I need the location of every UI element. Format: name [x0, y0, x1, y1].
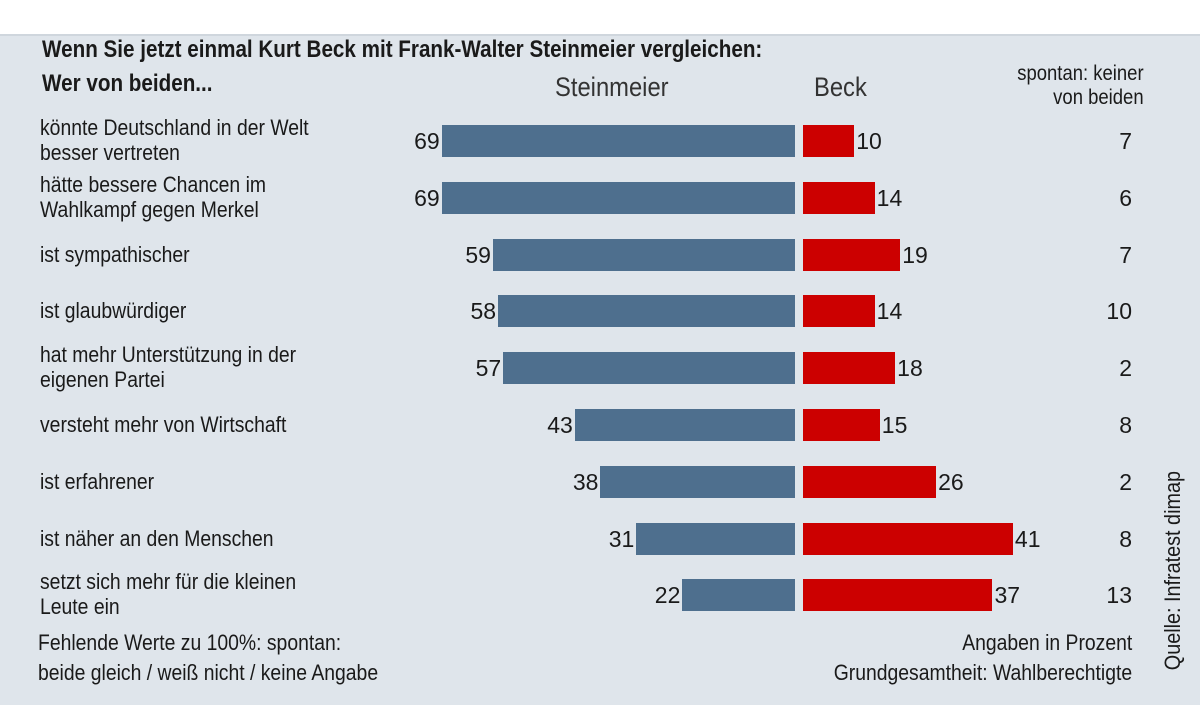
footer-missing: Fehlende Werte zu 100%: spontan:: [38, 630, 342, 655]
header-none-line-2: von beiden: [1053, 86, 1144, 109]
value-beck: 14: [876, 184, 903, 211]
category-label: hat mehr Unterstützung in der eigenen Par…: [40, 342, 296, 392]
category-label: ist glaubwürdiger: [40, 298, 186, 323]
category-label-line: ist sympathischer: [40, 241, 190, 267]
category-label-line: eigenen Partei: [40, 367, 165, 393]
value-steinmeier: 31: [608, 525, 635, 552]
bar-steinmeier: [441, 181, 795, 214]
header-none: spontan: keiner von beiden: [1018, 62, 1144, 110]
bar-beck: [803, 125, 855, 157]
value-beck: 10: [856, 128, 882, 154]
header-steinmeier: Steinmeier: [555, 72, 669, 102]
bar-steinmeier: [574, 409, 795, 441]
value-none: 7: [1119, 241, 1132, 268]
bar-steinmeier: [498, 295, 795, 328]
value-beck: 19: [902, 241, 928, 268]
category-label: ist sympathischer: [40, 242, 190, 267]
bar-beck: [803, 295, 875, 328]
bar-steinmeier: [503, 352, 795, 385]
category-label-line: besser vertreten: [40, 140, 180, 165]
bar-beck: [803, 409, 880, 441]
category-label-line: könnte Deutschland in der Welt: [40, 115, 309, 140]
value-beck: 18: [897, 355, 923, 382]
category-label-line: ist näher an den Menschen: [40, 525, 274, 551]
bar-beck: [803, 352, 896, 385]
value-none: 6: [1119, 184, 1132, 211]
value-none: 8: [1119, 525, 1132, 552]
category-label: versteht mehr von Wirtschaft: [40, 412, 286, 437]
value-none: 7: [1119, 128, 1132, 154]
category-label: hätte bessere Chancen im Wahlkampf gegen …: [40, 172, 266, 222]
value-steinmeier: 69: [414, 184, 440, 211]
header-none-line-1: spontan: keiner: [1017, 62, 1144, 85]
question-line-1: Wenn Sie jetzt einmal Kurt Beck mit Fran…: [42, 36, 763, 63]
top-band: [0, 0, 1200, 36]
value-steinmeier: 59: [465, 241, 491, 268]
value-none: 10: [1106, 298, 1132, 325]
question-line-2: Wer von beiden...: [42, 70, 213, 97]
value-steinmeier: 22: [654, 582, 681, 609]
value-beck: 26: [938, 468, 964, 495]
value-beck: 37: [994, 582, 1021, 609]
category-label-line: hätte bessere Chancen im: [40, 171, 267, 197]
value-beck: 15: [881, 412, 908, 438]
value-steinmeier: 43: [547, 412, 573, 438]
value-none: 2: [1119, 355, 1132, 382]
value-none: 13: [1106, 582, 1132, 609]
footer-population: Grundgesamtheit: Wahlberechtigte: [833, 660, 1132, 685]
bar-steinmeier: [636, 522, 795, 555]
value-steinmeier: 38: [572, 468, 599, 495]
bar-steinmeier: [492, 238, 795, 271]
category-label-line: versteht mehr von Wirtschaft: [40, 412, 287, 437]
value-steinmeier: 69: [414, 128, 440, 154]
bar-beck: [803, 465, 937, 498]
category-label-line: ist erfahrener: [40, 468, 155, 494]
value-steinmeier: 57: [475, 355, 502, 382]
category-label: ist erfahrener: [40, 469, 154, 494]
value-beck: 41: [1014, 525, 1041, 552]
category-label: setzt sich mehr für die kleinen Leute ein: [40, 569, 296, 619]
bar-steinmeier: [682, 579, 795, 612]
bar-beck: [803, 579, 993, 612]
source-label: Quelle: Infratest dimap: [1160, 471, 1185, 671]
category-label-line: ist glaubwürdiger: [40, 298, 187, 324]
category-label-line: setzt sich mehr für die kleinen: [40, 569, 297, 595]
value-beck: 14: [876, 298, 903, 325]
bar-beck: [803, 522, 1013, 555]
bar-steinmeier: [600, 465, 795, 498]
bar-steinmeier: [441, 125, 795, 157]
header-beck: Beck: [814, 72, 867, 102]
category-label-line: Wahlkampf gegen Merkel: [40, 196, 259, 222]
bar-beck: [803, 181, 875, 214]
category-label-line: Leute ein: [40, 594, 120, 620]
value-steinmeier: 58: [470, 298, 497, 325]
footer-unit: Angaben in Prozent: [961, 630, 1132, 655]
category-label: ist näher an den Menschen: [40, 526, 274, 551]
value-none: 8: [1119, 412, 1132, 438]
category-label-line: hat mehr Unterstützung in der: [40, 342, 297, 368]
footer-missing-line-2: beide gleich / weiß nicht / keine Angabe: [38, 660, 379, 685]
category-label: könnte Deutschland in der Welt besser ver…: [40, 115, 309, 165]
value-none: 2: [1119, 468, 1132, 495]
bar-beck: [803, 238, 901, 271]
